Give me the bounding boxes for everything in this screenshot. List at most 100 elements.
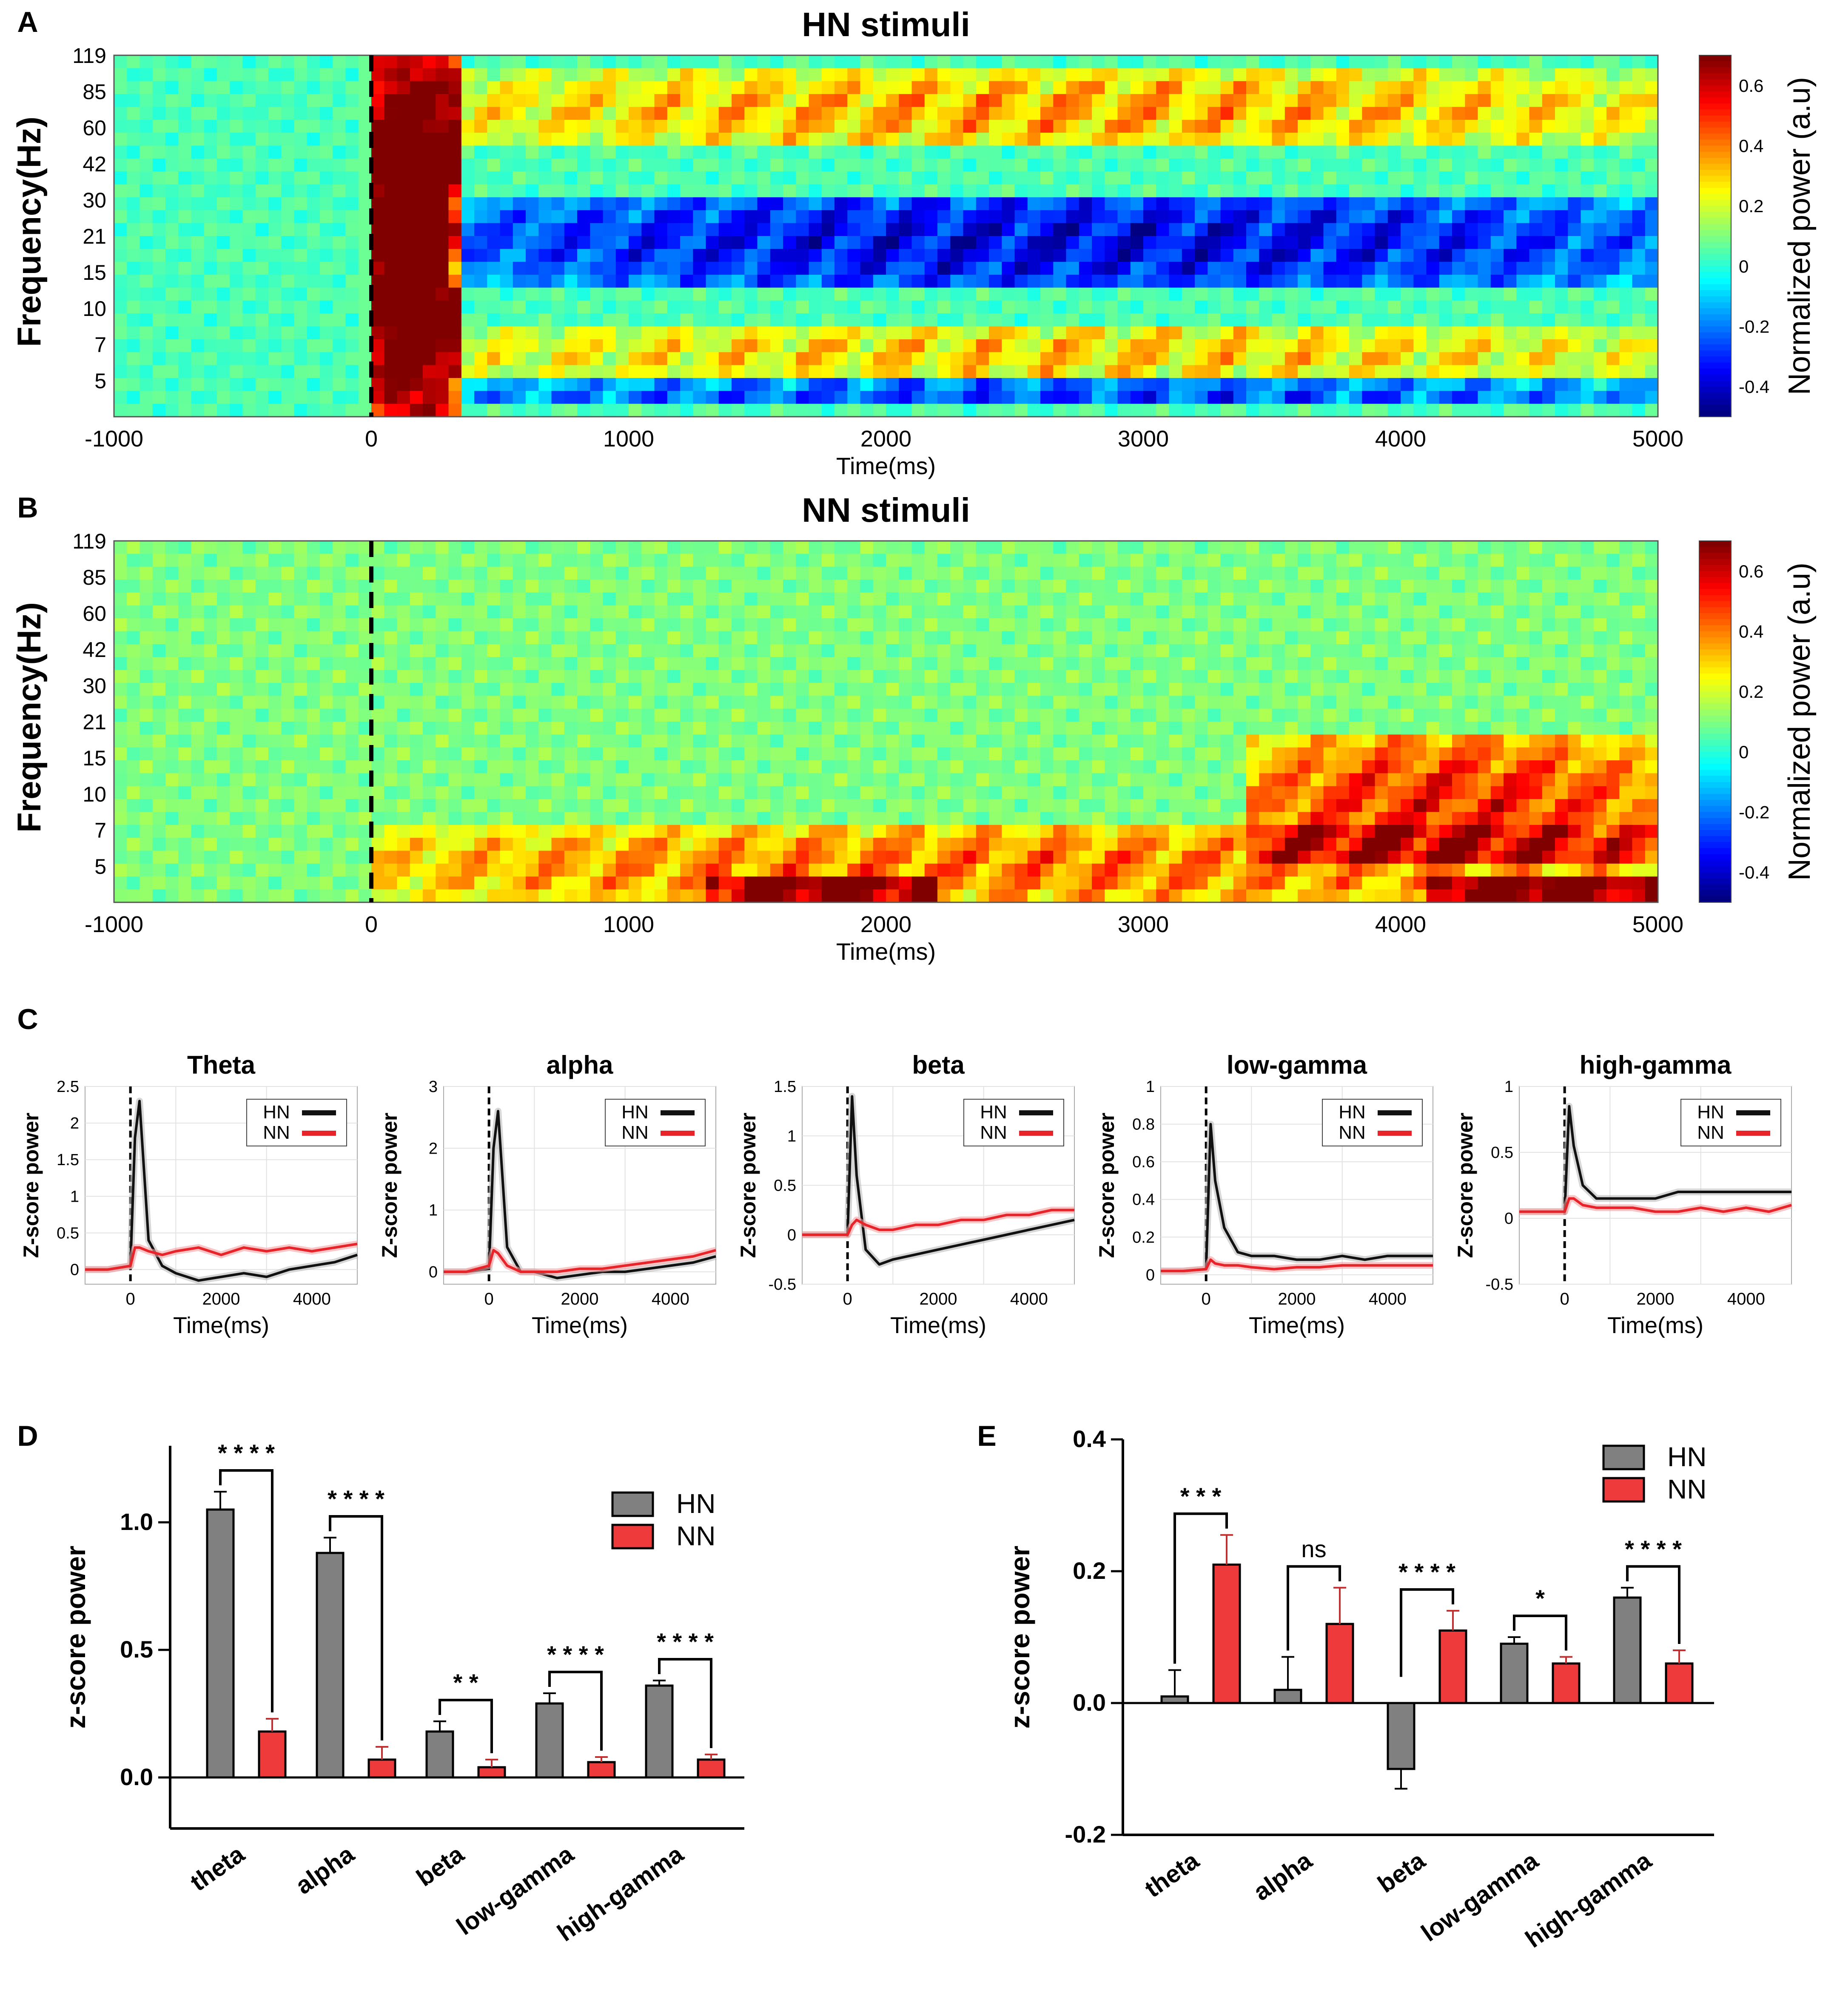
heatmap-cell [706,68,719,82]
heatmap-cell [1092,391,1105,404]
colorbar-step [1699,139,1731,146]
heatmap-cell [1504,158,1517,172]
heatmap-cell [178,618,192,632]
heatmap-cell [809,682,822,697]
heatmap-cell [191,55,205,69]
heatmap-cell [1452,365,1466,378]
heatmap-cell [436,133,449,146]
heatmap-cell [474,863,488,877]
heatmap-cell [809,287,822,301]
heatmap-cell [1581,68,1594,82]
heatmap-cell [1156,249,1170,262]
heatmap-cell [1542,107,1555,120]
heatmap-cell [140,365,153,378]
heatmap-cell [371,339,385,353]
heatmap-cell [1027,81,1041,94]
heatmap-cell [847,236,861,250]
heatmap-cell [345,760,359,774]
heatmap-cell [230,404,243,417]
heatmap-cell [1284,197,1298,211]
heatmap-cell [1645,145,1658,159]
heatmap-cell [873,352,886,366]
heatmap-cell [590,889,604,903]
heatmap-cell [1040,262,1054,275]
colorbar-step [1699,260,1731,267]
heatmap-cell [1130,262,1144,275]
heatmap-cell [1002,352,1015,366]
heatmap-cell [1195,249,1208,262]
heatmap-cell [796,760,809,774]
heatmap-cell [1323,210,1337,224]
heatmap-cell [230,618,243,632]
heatmap-cell [384,708,398,722]
heatmap-cell [1439,171,1453,185]
heatmap-cell [384,734,398,748]
heatmap-cell [886,249,900,262]
heatmap-cell [242,580,256,593]
heatmap-cell [1645,262,1658,275]
heatmap-cell [487,657,501,671]
heatmap-cell [1375,184,1388,198]
heatmap-cell [114,850,128,864]
heatmap-cell [796,580,809,593]
heatmap-cell [538,378,552,392]
heatmap-cell [641,352,655,366]
heatmap-cell [1426,68,1440,82]
heatmap-cell [1593,158,1607,172]
heatmap-cell [1568,133,1581,146]
heatmap-cell [680,158,694,172]
heatmap-cell [718,592,732,606]
heatmap-cell [718,734,732,748]
heatmap-cell [1401,223,1414,236]
heatmap-cell [873,326,886,340]
heatmap-cell [1645,365,1658,378]
heatmap-cell [1504,236,1517,250]
heatmap-cell [1117,287,1131,301]
heatmap-cell [1233,326,1247,340]
heatmap-cell [783,262,797,275]
heatmap-cell [1066,236,1079,250]
heatmap-cell [693,68,706,82]
heatmap-cell [1246,133,1260,146]
heatmap-cell [924,339,938,353]
heatmap-cell [1375,404,1388,417]
heatmap-cell [1117,313,1131,327]
heatmap-cell [1220,210,1234,224]
heatmap-cell [732,55,745,69]
heatmap-cell [461,876,475,890]
heatmap-cell [204,644,217,658]
heatmap-cell [178,391,192,404]
heatmap-cell [718,605,732,619]
heatmap-cell [899,313,912,327]
heatmap-cell [127,236,140,250]
heatmap-cell [1387,55,1401,69]
heatmap-cell [448,786,462,799]
heatmap-cell [487,339,501,353]
heatmap-cell [165,605,179,619]
heatmap-cell [590,786,604,799]
heatmap-cell [1182,158,1195,172]
heatmap-cell [757,696,771,709]
heatmap-cell [1504,352,1517,366]
heatmap-cell [1053,365,1067,378]
heatmap-cell [757,287,771,301]
heatmap-cell [140,287,153,301]
heatmap-cell [564,592,578,606]
heatmap-cell [886,184,900,198]
heatmap-cell [1516,326,1530,340]
heatmap-cell [1130,81,1144,94]
colorbar-step [1699,176,1731,182]
heatmap-cell [718,404,732,417]
heatmap-cell [744,133,758,146]
heatmap-cell [526,644,539,658]
heatmap-cell [796,838,809,851]
heatmap-cell [538,812,552,825]
heatmap-cell [718,838,732,851]
heatmap-cell [654,760,668,774]
heatmap-cell [500,850,513,864]
heatmap-cell [294,223,308,236]
heatmap-cell [333,889,346,903]
heatmap-cell [1452,339,1466,353]
heatmap-cell [1387,197,1401,211]
heatmap-cell [693,81,706,94]
